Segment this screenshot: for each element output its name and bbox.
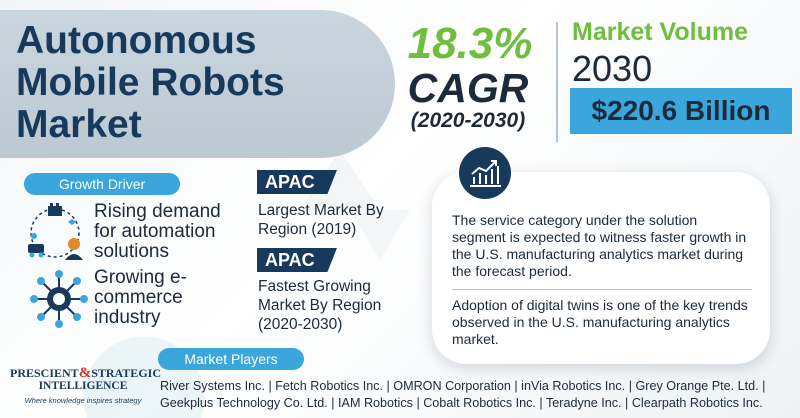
logo-tagline: Where knowledge inspires strategy (24, 396, 142, 405)
market-players-list: Geekplus Technology Co. Ltd. | IAM Robot… (160, 396, 763, 410)
divider (452, 289, 752, 290)
growth-driver-item: Rising demand for automation solutions (94, 201, 221, 262)
cagr-label: CAGR (407, 65, 529, 111)
page-title: Autonomous Mobile Robots Market (16, 20, 386, 146)
market-volume-label: Market Volume (572, 18, 748, 46)
insights-card (432, 172, 770, 364)
growth-chart-icon (470, 160, 501, 187)
logo-word: INTELLIGENCE (38, 380, 128, 392)
region-description: Fastest Growing Market By Region (2020-2… (258, 278, 382, 333)
growth-driver-heading: Growth Driver (24, 173, 180, 195)
growth-driver-item: Growing e-commerce industry (94, 267, 187, 328)
insight-text: Adoption of digital twins is one of the … (452, 297, 748, 347)
market-players-heading: Market Players (158, 348, 304, 370)
company-logo: PRESCIENT&STRATEGIC (10, 365, 161, 381)
title-line: Market (16, 103, 142, 146)
automation-icon (28, 203, 83, 260)
insights-icon-circle (459, 147, 511, 199)
title-line: Autonomous (16, 19, 257, 62)
logo-ampersand: & (78, 365, 92, 381)
logo-word: PRESCIENT (10, 366, 79, 380)
cagr-percent: 18.3% (407, 19, 533, 68)
title-panel (0, 10, 395, 158)
divider (556, 22, 558, 142)
cagr-period: (2020-2030) (410, 109, 526, 132)
market-players-list: River Systems Inc. | Fetch Robotics Inc.… (160, 379, 766, 393)
logo-word: STRATEGIC (91, 366, 161, 380)
title-line: Mobile Robots (16, 61, 285, 104)
market-volume-value: $220.6 Billion (570, 88, 792, 134)
network-chip-icon (30, 270, 88, 328)
region-tag: APAC (257, 170, 337, 194)
market-volume-year: 2030 (572, 48, 653, 89)
decor-triangle (350, 210, 410, 260)
region-tag: APAC (257, 248, 337, 272)
region-description: Largest Market By Region (2019) (258, 202, 384, 238)
insight-text: The service category under the solution … (452, 212, 747, 279)
